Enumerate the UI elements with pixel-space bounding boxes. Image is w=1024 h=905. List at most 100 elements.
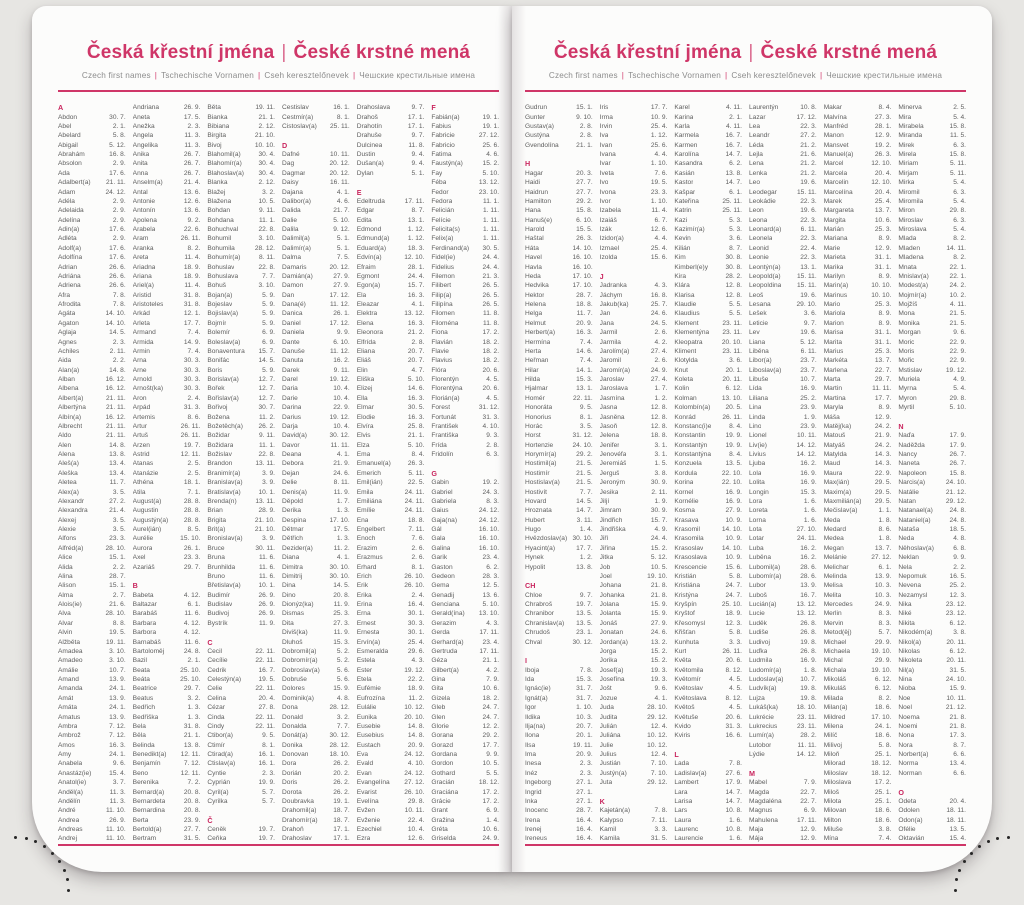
name-entry: Drahoň 17. 1. [282, 826, 350, 834]
name-entry: Gerhard(a) 23. 4. [431, 638, 500, 646]
spacer [600, 787, 668, 796]
name-entry: Erazmus 2. 6. [356, 554, 425, 562]
name-entry: Čeněk 19. 7. [207, 826, 276, 834]
spacer [749, 759, 817, 768]
name-entry: Alvar 8. 8. [58, 619, 126, 627]
name-entry: Leonid 22. 4. [749, 244, 817, 252]
name-entry: Bohumil 3. 10. [207, 235, 276, 243]
name-entry: Bedřiška 1. 3. [132, 713, 201, 721]
name-entry: Dalimil(a) 5. 1. [282, 235, 350, 243]
name-entry: Efraim 28. 1. [356, 263, 425, 271]
name-entry: Lucián(a) 13. 12. [749, 601, 817, 609]
name-entry: Bertram 31. 5. [132, 835, 201, 843]
name-entry: Andreas 11. 10. [58, 826, 126, 834]
name-entry: Gala 16. 10. [431, 535, 500, 543]
name-entry: Antonie 12. 6. [132, 197, 201, 205]
name-entry: Dalila 9. 12. [282, 226, 350, 234]
name-entry: Kryšpín 25. 10. [674, 601, 743, 609]
name-entry: Bohdan 9. 11. [207, 207, 276, 215]
name-entry: Jasmína 1. 2. [599, 394, 668, 402]
name-entry: Nepomuk 16. 5. [898, 572, 967, 580]
name-entry: Blahomír(a) 30. 4. [207, 160, 276, 168]
name-entry: Dluhoš 15. 3. [282, 638, 350, 646]
name-entry: Benjamín 7. 12. [132, 760, 201, 768]
name-entry: Ariana 18. 9. [132, 272, 201, 280]
name-entry: Ludiše 26. 8. [749, 629, 817, 637]
name-entry: Mojmír(a) 10. 2. [898, 291, 967, 299]
name-entry: Emila 24. 11. [356, 488, 425, 496]
name-entry: Margareta 13. 7. [823, 207, 892, 215]
subtitle-hu: Cseh keresztelőnevek [731, 71, 816, 80]
name-entry: Nevena 25. 2. [898, 582, 967, 590]
name-entry: Krasomila 10. 9. [674, 535, 743, 543]
name-entry: Anastáz(ie) 15. 4. [58, 769, 126, 777]
name-entry: Izidor(a) 4. 4. [599, 235, 668, 243]
name-entry: Natanael(a) 24. 8. [898, 507, 967, 515]
name-entry: Darina 22. 9. [282, 404, 350, 412]
name-entry: Armin 7. 4. [132, 347, 201, 355]
name-entry: Bonifác 14. 5. [207, 357, 276, 365]
name-entry: Ambra 7. 12. [58, 722, 126, 730]
name-entry: Gerazim 4. 3. [431, 619, 500, 627]
name-entry: Elza 5. 10. [356, 441, 425, 449]
name-entry: Dobromír(a) 5. 2. [282, 657, 350, 665]
names-grid: Gudrun 15. 1. Gunter 9. 10. Gustav(a) 2. 8. Gu… [525, 103, 966, 844]
letter-header: N [898, 421, 904, 431]
name-entry: Adrian 26. 6. [58, 263, 126, 271]
name-entry: Edita 13. 1. [356, 216, 425, 224]
spacer [207, 806, 275, 815]
name-entry: Konrád 26. 11. [674, 413, 743, 421]
name-entry: Izolda 15. 6. [599, 254, 668, 262]
name-entry: Leonela 22. 3. [749, 235, 817, 243]
name-entry: Mnislav(a) 22. 1. [898, 272, 967, 280]
name-entry: Fabricio 25. 6. [431, 141, 500, 149]
name-entry: Emiliána 24. 11. [356, 497, 425, 505]
name-entry: Max(ián) 29. 5. [823, 479, 892, 487]
name-entry: Justián 7. 10. [599, 760, 668, 768]
name-entry: Edgar 8. 7. [356, 207, 425, 215]
name-entry: Elodie 16. 3. [356, 413, 425, 421]
name-entry: Ladislav(a) 27. 6. [674, 769, 743, 777]
name-entry: Axel 23. 3. [132, 554, 201, 562]
name-entry: Kosma 27. 9. [674, 507, 743, 515]
name-entry: Konstanc(i)e 8. 4. [674, 422, 743, 430]
name-entry: Adam 24. 12. [58, 188, 126, 196]
spacer [674, 741, 742, 750]
name-entry: Anabela 9. 6. [58, 760, 126, 768]
name-entry: Kazi 5. 3. [674, 216, 743, 224]
name-entry: Agaton 14. 10. [58, 319, 126, 327]
name-entry: Helmut 20. 9. [525, 319, 593, 327]
name-entry: Lada 7. 8. [674, 760, 743, 768]
name-entry: Arnošt(ka) 30. 3. [132, 385, 201, 393]
name-entry: Leopoldina 15. 11. [749, 282, 817, 290]
name-entry: Albín(a) 16. 12. [58, 413, 126, 421]
name-entry: Gražina 1. 4. [431, 816, 500, 824]
name-entry: Ignác(ie) 31. 7. [525, 685, 593, 693]
name-entry: Lazar 17. 12. [749, 113, 817, 121]
name-entry: Evan 24. 12. [356, 769, 425, 777]
name-entry: Narcis(a) 24. 10. [898, 479, 967, 487]
name-entry: Milena 24. 1. [823, 722, 892, 730]
name-entry: Flóra 20. 6. [431, 366, 500, 374]
name-entry: Dolores 15. 9. [282, 685, 350, 693]
name-entry: Hvězdoslav(a) 30. 10. [525, 535, 593, 543]
name-entry: Ivan 25. 6. [599, 141, 668, 149]
name-entry: Danica 26. 1. [282, 310, 350, 318]
name-entry: Hroznata 14. 7. [525, 507, 593, 515]
name-entry: Miloslava 17. 2. [823, 779, 892, 787]
name-entry: Dionýz(ka) 11. 9. [282, 601, 350, 609]
name-entry: Lukrecius 23. 11. [749, 722, 817, 730]
name-entry: Leopold(a) 15. 11. [749, 272, 817, 280]
name-entry: Aglaja 14. 5. [58, 329, 126, 337]
name-entry: Eulálie 10. 12. [356, 704, 425, 712]
name-entry: Mervin 8. 3. [823, 619, 892, 627]
name-entry: Erna 30. 1. [356, 610, 425, 618]
name-entry: Gertruda 17. 11. [431, 647, 500, 655]
name-entry: Kordula 22. 10. [674, 469, 743, 477]
name-entry: Merlin 8. 3. [823, 610, 892, 618]
name-entry: Afrodita 7. 8. [58, 301, 126, 309]
name-entry: Bohuchval 22. 8. [207, 226, 276, 234]
name-entry: David(a) 30. 12. [282, 432, 350, 440]
name-entry: Gvendolína 21. 1. [525, 141, 593, 149]
name-entry: Marilyn 8. 9. [823, 272, 892, 280]
